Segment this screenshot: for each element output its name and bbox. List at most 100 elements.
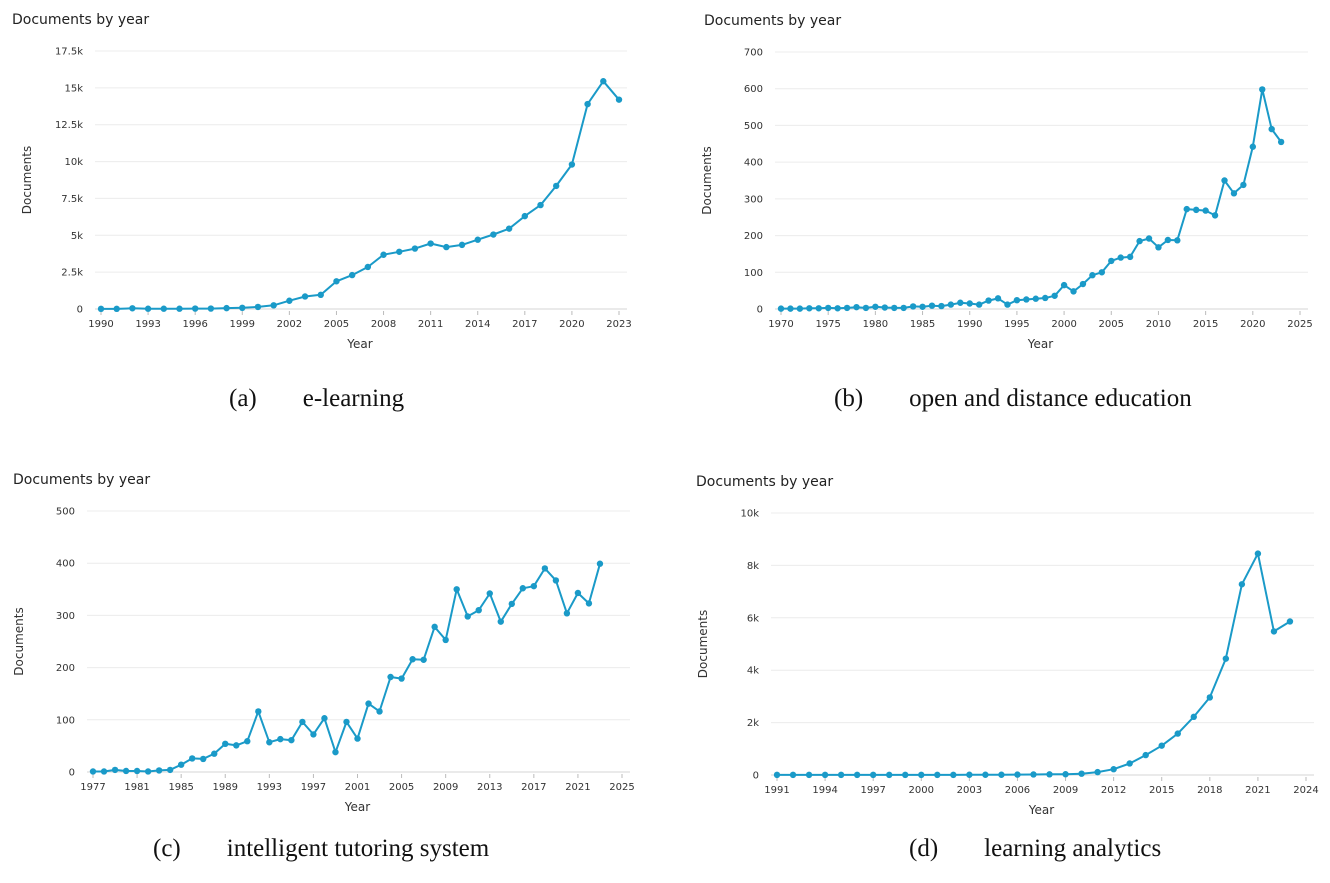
data-point: [1078, 770, 1085, 777]
data-point: [1221, 177, 1228, 184]
data-point: [982, 771, 989, 778]
x-tick-label: 2013: [477, 782, 502, 793]
data-point: [200, 755, 207, 763]
y-tick-label: 100: [56, 715, 75, 726]
x-axis-label: Year: [346, 337, 372, 351]
data-point: [111, 766, 119, 774]
data-point: [950, 771, 957, 779]
y-tick-label: 17.5k: [55, 47, 83, 58]
data-point: [1013, 296, 1021, 304]
x-tick-label: 2025: [609, 782, 634, 793]
data-point: [1051, 292, 1058, 299]
x-tick-label: 1997: [860, 785, 885, 796]
data-point: [321, 715, 328, 722]
x-tick-label: 1975: [815, 319, 840, 330]
data-point: [1286, 618, 1294, 625]
data-point: [348, 271, 356, 279]
data-point: [985, 297, 992, 304]
chart-panel-b: Documents by year 0 100 200 300 400 500 600 700…: [665, 0, 1330, 440]
y-tick-label: 0: [77, 305, 83, 316]
data-point: [317, 291, 324, 299]
caption-label: (b): [834, 385, 864, 412]
data-point: [122, 767, 130, 775]
data-point: [934, 771, 941, 779]
x-axis-label: Year: [344, 800, 370, 814]
y-axis-label: Documents: [20, 146, 34, 214]
data-point: [1206, 694, 1214, 701]
data-point: [872, 303, 879, 310]
data-point: [938, 302, 945, 310]
y-tick-label: 400: [56, 559, 75, 570]
data-point: [891, 304, 898, 312]
data-point: [191, 305, 199, 312]
y-tick-label: 2.5k: [61, 268, 83, 279]
x-tick-label: 1985: [168, 782, 193, 793]
data-point: [1254, 550, 1262, 557]
data-point: [1070, 288, 1077, 295]
data-point: [596, 560, 604, 567]
data-point: [508, 600, 515, 608]
data-point: [552, 577, 560, 584]
data-point: [343, 718, 350, 726]
data-point: [396, 248, 403, 255]
x-tick-label: 2020: [1240, 319, 1265, 330]
data-point: [806, 305, 813, 312]
y-tick-label: 6k: [747, 613, 759, 624]
data-point: [1014, 771, 1021, 778]
data-point: [843, 304, 851, 312]
data-point: [1259, 86, 1266, 93]
data-point: [957, 299, 964, 306]
data-point: [909, 303, 917, 310]
x-tick-label: 1999: [230, 319, 255, 330]
data-point: [1108, 257, 1115, 265]
data-point: [411, 245, 419, 252]
x-tick-label: 2011: [418, 319, 443, 330]
data-point: [585, 600, 593, 607]
data-point: [486, 590, 493, 597]
x-tick-label: 2015: [1149, 785, 1174, 796]
data-point: [332, 748, 339, 756]
data-point: [1117, 254, 1124, 261]
x-tick-label: 2005: [389, 782, 414, 793]
x-tick-label: 2006: [1005, 785, 1030, 796]
data-point: [133, 767, 141, 775]
data-point: [1249, 143, 1257, 150]
data-point: [998, 771, 1005, 778]
data-point: [129, 305, 136, 312]
y-tick-label: 7.5k: [61, 194, 83, 205]
x-tick-label: 2017: [521, 782, 546, 793]
data-point: [862, 304, 870, 312]
x-tick-label: 2005: [1099, 319, 1124, 330]
chart-plot: 0 100 200 300 400 500 600 700 1970 1975 1980 1985 19…: [700, 48, 1313, 352]
data-point: [1145, 235, 1153, 242]
data-point: [1089, 272, 1096, 279]
data-point: [886, 771, 893, 779]
data-point: [853, 303, 860, 311]
y-tick-label: 200: [744, 231, 763, 242]
data-point: [505, 225, 513, 232]
data-point: [1183, 205, 1190, 213]
y-axis-label: Documents: [12, 607, 26, 675]
x-tick-label: 2005: [324, 319, 349, 330]
data-point: [1004, 301, 1011, 308]
data-point: [490, 231, 497, 238]
data-point: [1230, 190, 1238, 197]
data-point: [1110, 766, 1117, 773]
data-point: [1193, 206, 1200, 214]
x-tick-label: 2020: [559, 319, 584, 330]
data-point: [270, 302, 277, 309]
caption-name: open and distance education: [909, 385, 1192, 412]
chart-panel-c: Documents by year 0 100 200 300 400 500 1977 19…: [0, 445, 665, 883]
data-point: [928, 302, 936, 309]
caption-label: (a): [229, 385, 257, 412]
data-point: [144, 768, 152, 775]
chart-plot: 0 2k 4k 6k 8k 10k 1991 1994 1997 2000 2003 2006 2009…: [696, 509, 1319, 818]
x-tick-label: 2021: [565, 782, 590, 793]
data-point: [789, 771, 797, 779]
data-point: [787, 305, 794, 312]
data-point: [815, 305, 822, 312]
data-point: [1277, 138, 1285, 146]
data-point: [155, 767, 163, 774]
x-tick-label: 1985: [910, 319, 935, 330]
y-tick-label: 600: [744, 84, 763, 95]
